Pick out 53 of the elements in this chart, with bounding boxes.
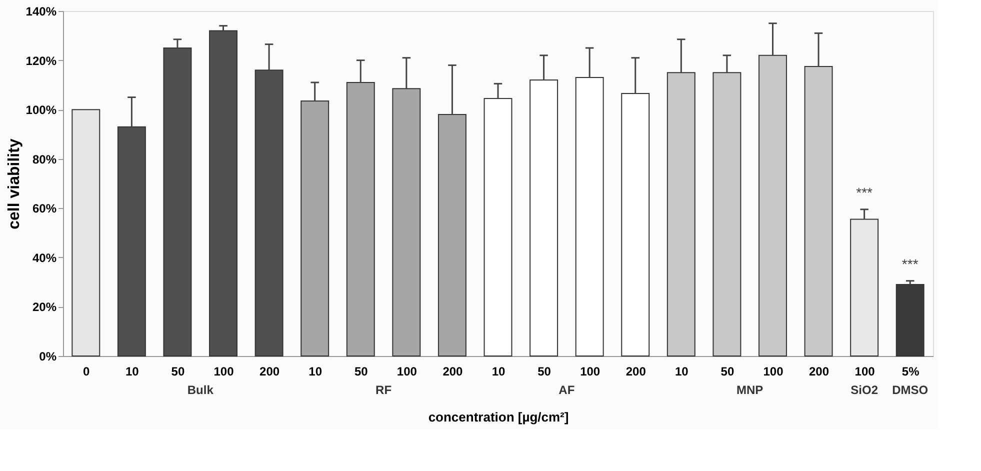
x-tick-label: 100 [854, 364, 876, 378]
x-tick-label: 10 [308, 364, 322, 378]
x-tick-label: 200 [626, 364, 646, 378]
bar [621, 93, 650, 356]
y-tick-label: 0% [39, 350, 57, 364]
x-tick-label: 50 [538, 364, 552, 378]
y-tick-label: 40% [32, 250, 57, 265]
y-tick-label: 140% [26, 4, 57, 18]
bar [530, 80, 558, 356]
bar [712, 72, 742, 356]
data-label: *** [902, 256, 919, 272]
text: SiO2 [850, 383, 878, 397]
y-axis-title: cell viability [6, 138, 23, 230]
x-tick-label: 10 [674, 364, 689, 378]
bar [209, 30, 238, 356]
x-axis-title: concentration [µg/cm²] [428, 410, 569, 424]
x-tick-label: 200 [442, 364, 464, 378]
bar [72, 109, 100, 356]
x-tick-label: 200 [260, 364, 280, 378]
text: RF [376, 383, 392, 397]
bar [896, 284, 924, 356]
data-label: *** [856, 184, 874, 200]
bar [346, 82, 375, 356]
y-tick-label: 20% [32, 300, 57, 314]
x-tick-label: 100 [396, 364, 418, 378]
x-tick-label: 5% [902, 364, 920, 378]
text: MNP [736, 383, 764, 397]
x-tick-label: 200 [809, 364, 830, 378]
x-tick-label: 50 [171, 364, 185, 378]
x-tick-label: 0 [83, 364, 90, 378]
bar [666, 72, 696, 356]
bar [300, 100, 330, 356]
bar [438, 114, 466, 356]
bar [484, 98, 512, 356]
x-tick-label: 10 [492, 364, 506, 378]
text: AF [558, 383, 575, 397]
y-tick-label: 60% [32, 202, 57, 216]
x-tick-label: 100 [580, 364, 600, 378]
bar [758, 54, 787, 356]
x-tick-label: 50 [354, 364, 368, 378]
bar [392, 88, 421, 356]
bar [575, 77, 604, 356]
x-tick-label: 100 [763, 364, 784, 378]
bar [850, 218, 879, 356]
y-tick-label: 100% [26, 103, 57, 118]
y-tick-label: 120% [26, 54, 57, 68]
text: DMSO [892, 383, 928, 397]
x-tick-label: 10 [126, 364, 140, 378]
y-tick-label: 80% [32, 152, 57, 166]
text: Bulk [187, 383, 214, 397]
x-tick-label: 50 [720, 364, 734, 378]
bar [804, 66, 833, 356]
x-tick-label: 100 [214, 364, 234, 378]
